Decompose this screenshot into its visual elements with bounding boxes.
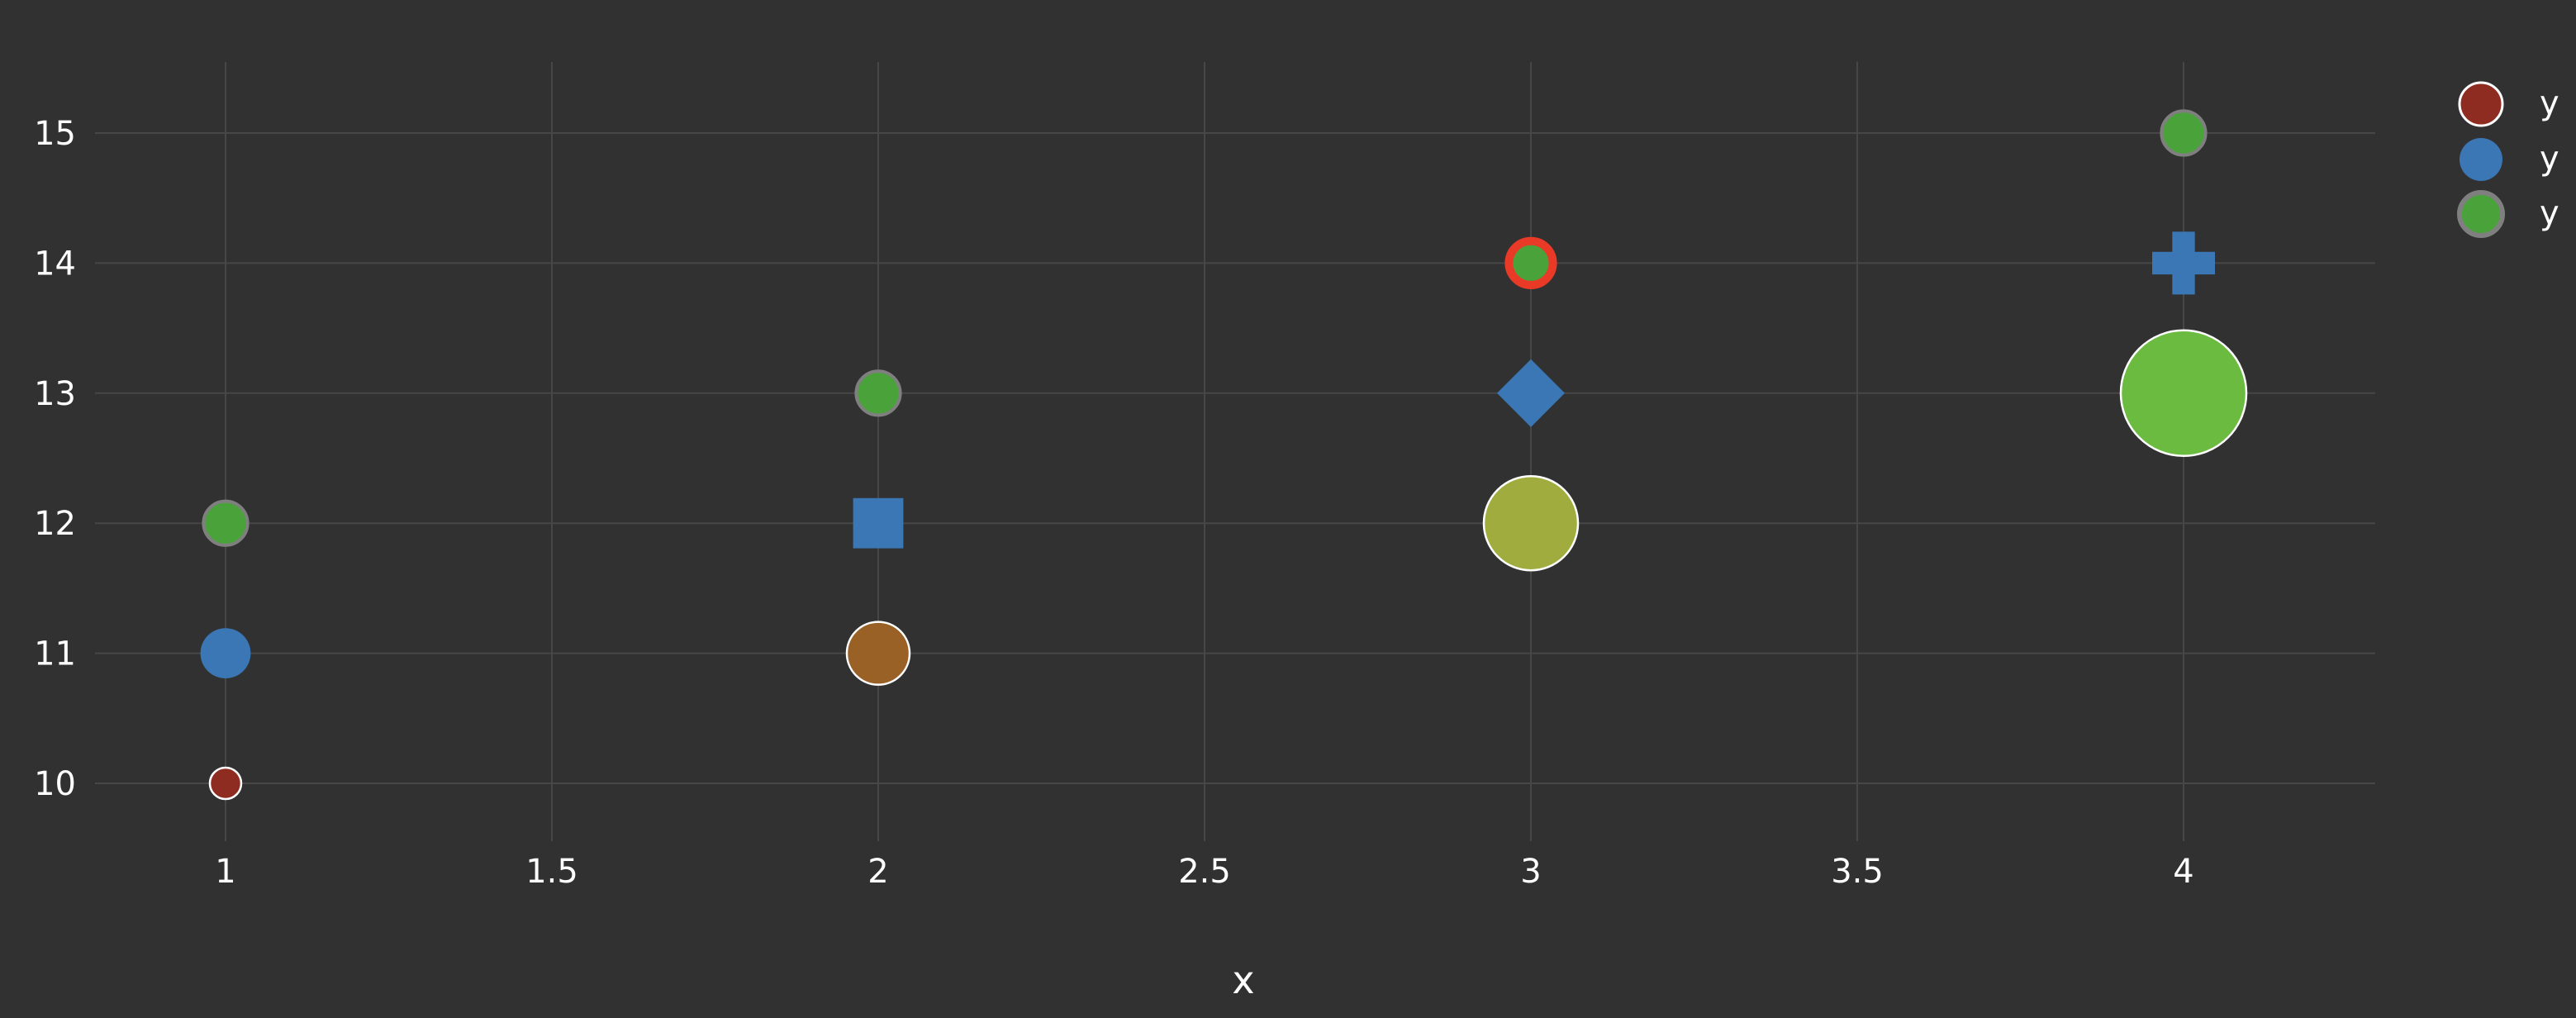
- data-point-series-1[interactable]: [845, 621, 911, 686]
- x-tick-label: 3: [1520, 853, 1541, 891]
- legend-marker[interactable]: [2457, 190, 2505, 238]
- legend-label: y: [2540, 194, 2559, 232]
- x-tick-label: 1: [215, 853, 235, 891]
- legend-marker[interactable]: [2460, 138, 2502, 181]
- y-tick-label: 15: [34, 115, 76, 153]
- data-point-series-3[interactable]: [202, 499, 250, 547]
- data-point-series-3[interactable]: [854, 369, 902, 417]
- data-point-series-1[interactable]: [2119, 329, 2248, 458]
- x-axis-ticks: 1 1.5 2 2.5 3 3.5 4: [215, 853, 2193, 891]
- data-point-series-3[interactable]: [2160, 109, 2208, 157]
- data-points[interactable]: [200, 109, 2248, 801]
- data-point-series-1[interactable]: [208, 766, 243, 801]
- y-tick-label: 11: [34, 635, 76, 673]
- x-tick-label: 1.5: [525, 853, 578, 891]
- series-1: [208, 329, 2248, 801]
- y-tick-label: 10: [34, 765, 76, 803]
- legend[interactable]: yyy: [2457, 81, 2559, 238]
- y-axis-ticks: 10 11 12 13 14 15: [34, 115, 76, 803]
- grid-lines: [95, 62, 2375, 841]
- legend-marker[interactable]: [2458, 81, 2504, 127]
- legend-item[interactable]: y: [2457, 190, 2559, 238]
- y-tick-label: 13: [34, 375, 76, 413]
- legend-label: y: [2540, 140, 2559, 178]
- data-point-series-2[interactable]: [2152, 231, 2215, 295]
- data-point-series-2[interactable]: [853, 497, 904, 549]
- x-axis-title: x: [1232, 958, 1254, 1002]
- x-tick-label: 2: [867, 853, 888, 891]
- data-point-series-2[interactable]: [200, 628, 251, 678]
- legend-item[interactable]: y: [2460, 138, 2559, 181]
- legend-label: y: [2540, 84, 2559, 122]
- x-tick-label: 2.5: [1178, 853, 1231, 891]
- data-point-series-1[interactable]: [1482, 474, 1580, 572]
- y-tick-label: 14: [34, 245, 76, 283]
- legend-item[interactable]: y: [2458, 81, 2559, 127]
- x-tick-label: 3.5: [1831, 853, 1884, 891]
- x-tick-label: 4: [2173, 853, 2193, 891]
- data-point-series-2[interactable]: [1496, 359, 1566, 427]
- series-2: [200, 231, 2215, 678]
- series-3: [202, 109, 2208, 547]
- y-tick-label: 12: [34, 505, 76, 543]
- data-point-series-3[interactable]: [1504, 236, 1557, 289]
